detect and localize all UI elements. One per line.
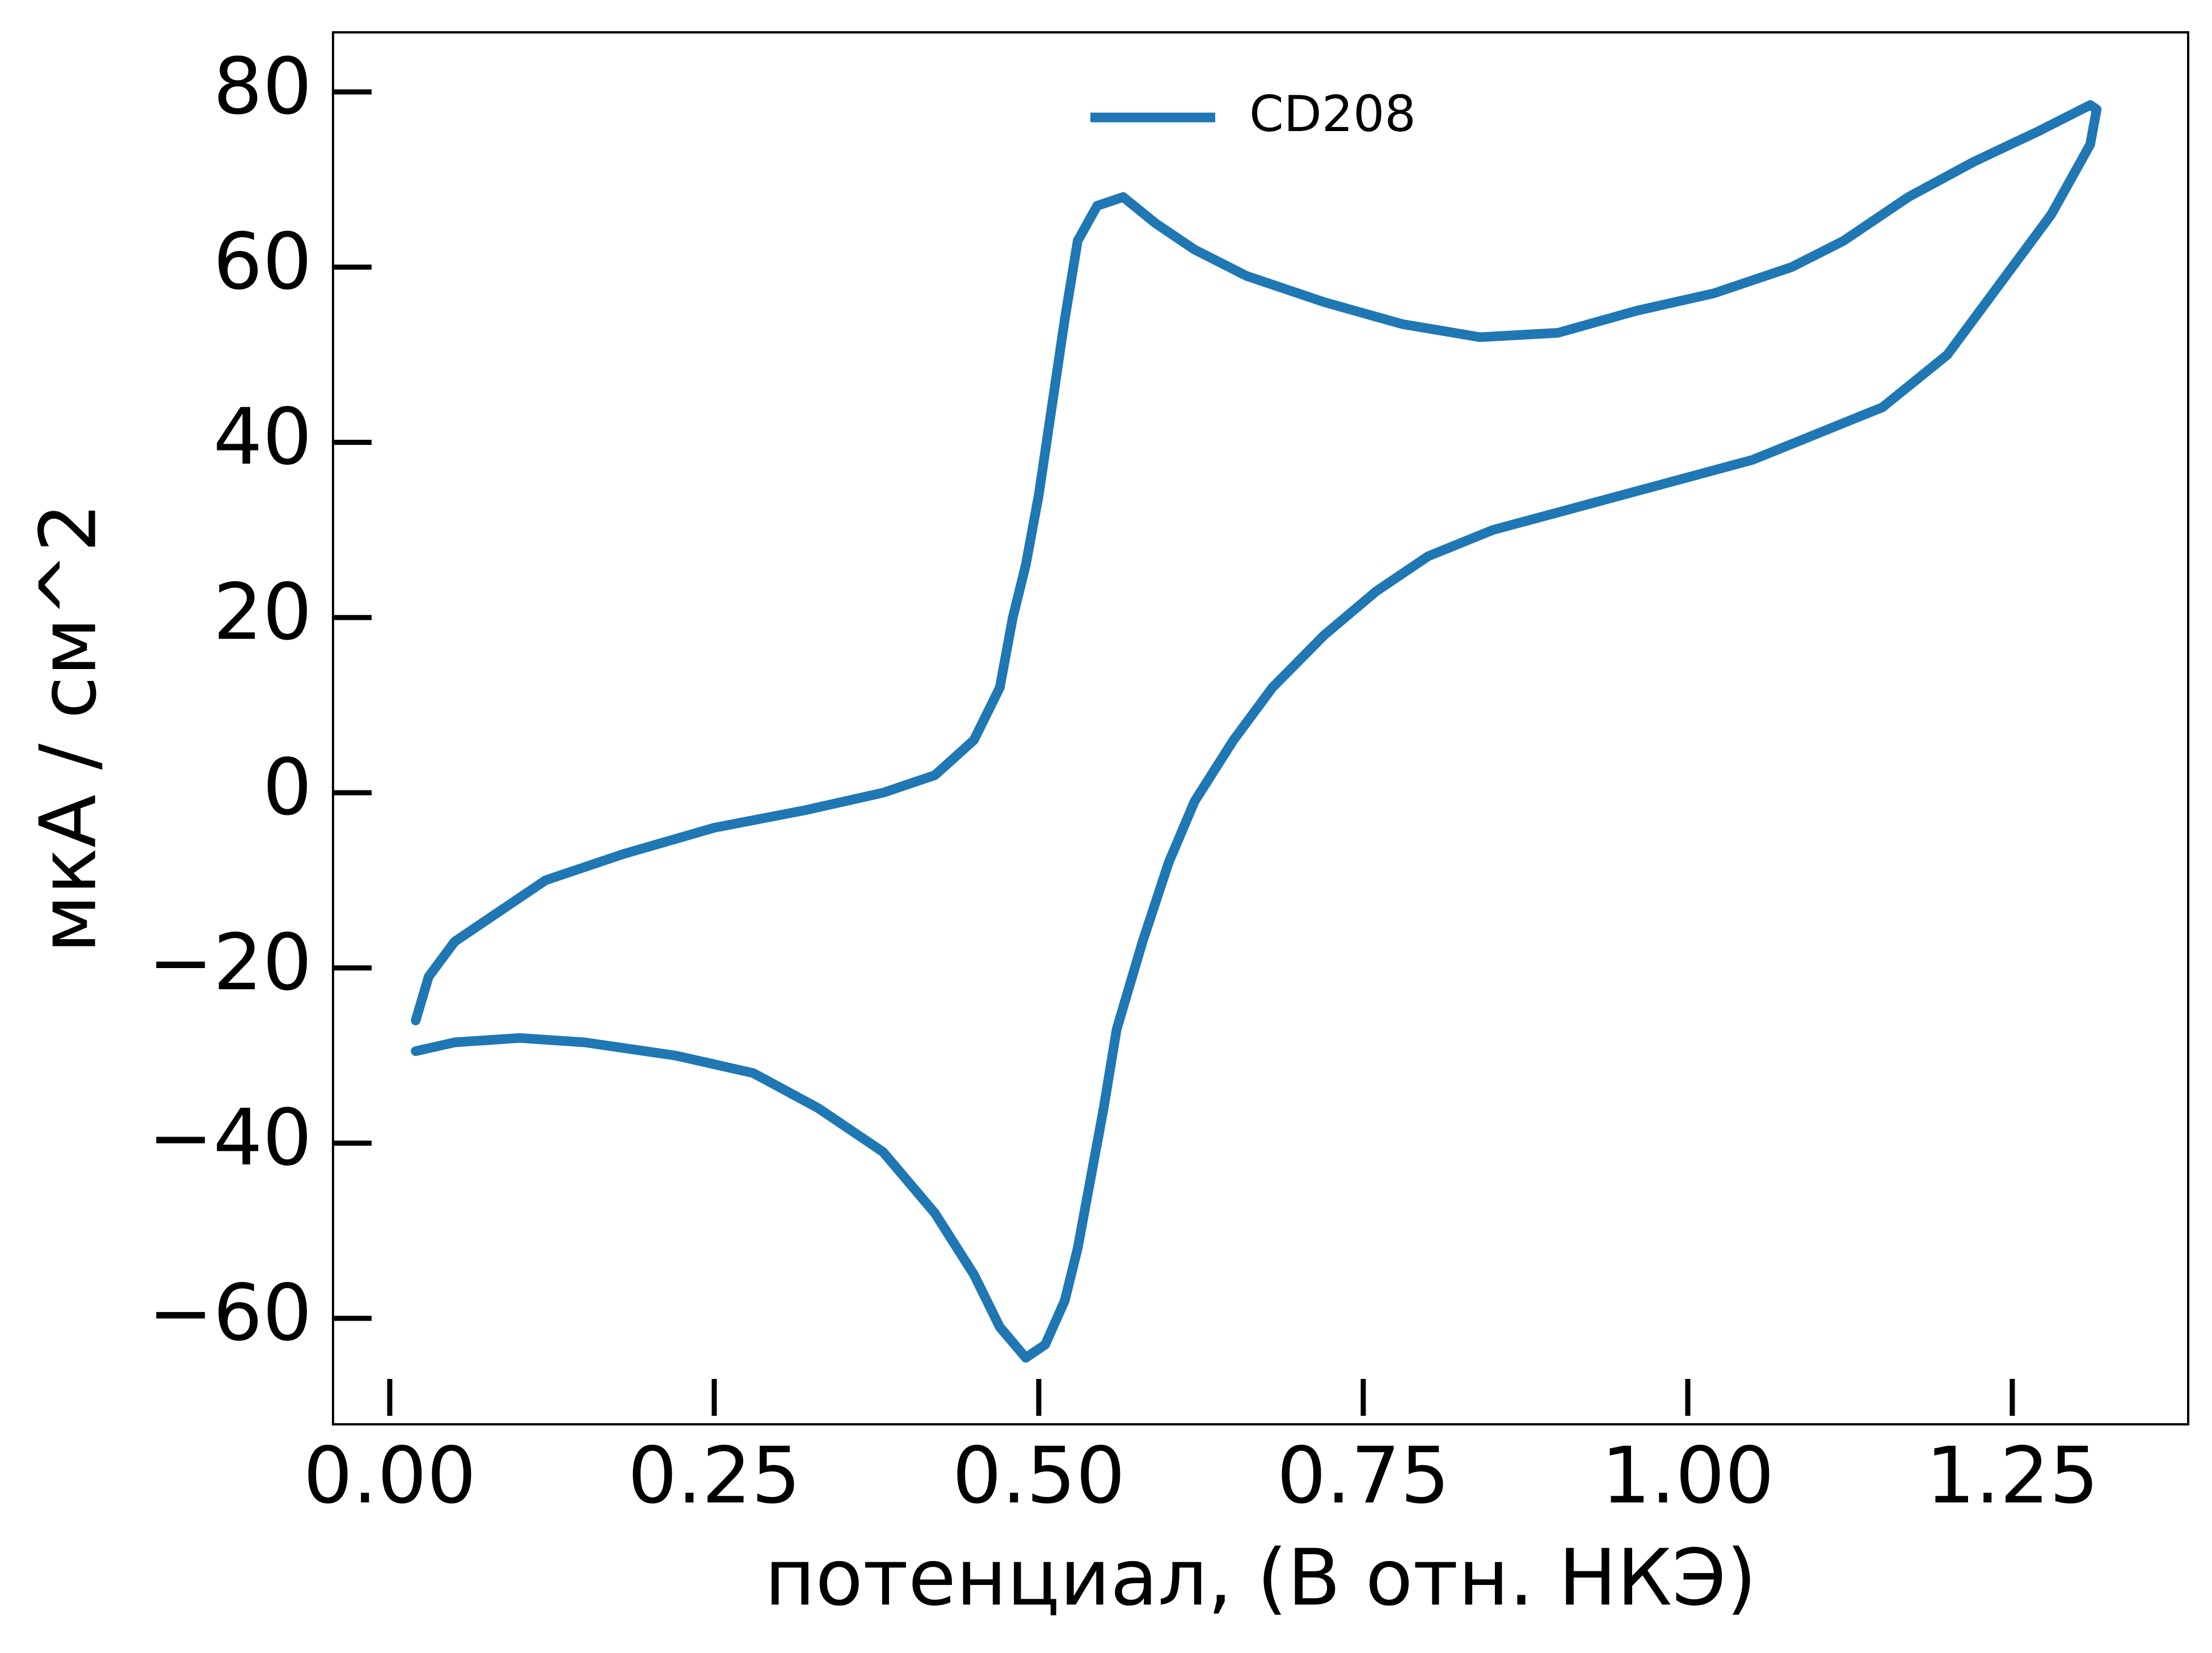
y-tick-label: 80 — [213, 42, 312, 132]
x-axis-label: потенциал, (В отн. НКЭ) — [765, 1533, 1757, 1623]
y-tick-label: 60 — [213, 217, 312, 307]
data-line — [411, 100, 2102, 1363]
y-tick-label: −20 — [148, 918, 312, 1008]
y-tick-label: 40 — [213, 392, 312, 482]
x-tick-label: 0.75 — [1276, 1431, 1450, 1521]
y-tick-label: 0 — [263, 743, 312, 833]
y-tick-label: −40 — [148, 1093, 312, 1183]
legend-label: CD208 — [1249, 85, 1416, 143]
y-tick-label: −60 — [148, 1268, 312, 1358]
axes-frame — [332, 31, 2189, 1425]
y-axis-label: мкА / см^2 — [24, 503, 114, 953]
x-tick-label: 1.00 — [1601, 1431, 1774, 1521]
x-tick-label: 0.00 — [303, 1431, 476, 1521]
y-tick-label: 20 — [213, 567, 312, 658]
x-tick-label: 1.25 — [1926, 1431, 2099, 1521]
x-tick-label: 0.25 — [627, 1431, 800, 1521]
x-tick-label: 0.50 — [952, 1431, 1125, 1521]
